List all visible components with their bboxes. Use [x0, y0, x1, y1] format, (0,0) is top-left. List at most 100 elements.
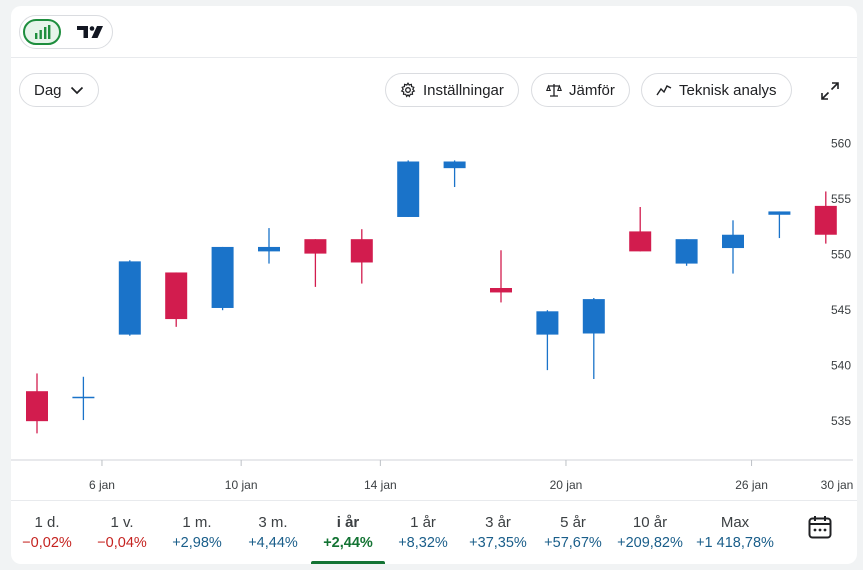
candle[interactable] [443, 160, 466, 188]
candle[interactable] [582, 297, 605, 379]
range-3-m[interactable]: 3 m. +4,44% [238, 501, 308, 564]
x-tick-label: 20 jan [550, 478, 583, 492]
bar-chart-mode-button[interactable] [23, 19, 61, 45]
candle[interactable] [768, 211, 791, 239]
candle-body [629, 231, 652, 252]
candle-body [582, 299, 605, 334]
range-1-år[interactable]: 1 år +8,32% [388, 501, 458, 564]
scale-icon [546, 82, 562, 98]
compare-label: Jämför [569, 81, 615, 99]
range-label: 10 år [632, 514, 668, 531]
range-Max[interactable]: Max +1 418,78% [689, 501, 781, 564]
technical-analysis-label: Teknisk analys [679, 81, 777, 99]
y-axis: 535 540 545 550 555 560 [831, 137, 851, 428]
period-dropdown[interactable]: Dag [19, 73, 99, 107]
candle[interactable] [490, 250, 512, 303]
x-axis: 6 jan 10 jan 14 jan 20 jan 26 jan 30 jan [11, 459, 854, 492]
candle-body [26, 391, 48, 422]
candle[interactable] [350, 229, 373, 284]
candle[interactable] [629, 206, 652, 252]
candle-body [72, 396, 95, 399]
x-tick-label: 6 jan [89, 478, 115, 492]
candle-body [443, 161, 466, 169]
period-label: Dag [34, 81, 62, 99]
x-tick-label: 26 jan [735, 478, 768, 492]
candle-body [814, 205, 837, 235]
range-label: i år [336, 514, 360, 531]
selected-underline [311, 561, 385, 564]
candle[interactable] [814, 191, 837, 244]
candle[interactable] [675, 239, 698, 266]
range-label: 1 m. [182, 514, 212, 531]
candle[interactable] [72, 376, 95, 421]
range-change: +2,98% [172, 535, 222, 551]
candle[interactable] [118, 260, 141, 336]
range-change: +37,35% [469, 535, 527, 551]
calendar-icon[interactable] [807, 514, 833, 540]
range-change: −0,04% [97, 535, 147, 551]
candle[interactable] [258, 228, 280, 264]
candle-body [350, 239, 373, 263]
candle-body [211, 246, 234, 308]
candle-body [536, 311, 559, 335]
gear-icon [400, 82, 416, 98]
candle-body [722, 234, 744, 249]
range-10-år[interactable]: 10 år +209,82% [610, 501, 690, 564]
candle[interactable] [397, 160, 420, 217]
candle-body [490, 288, 512, 293]
candle-body [397, 161, 420, 217]
tradingview-mode-button[interactable] [71, 19, 109, 45]
candle[interactable] [536, 310, 559, 371]
candle[interactable] [722, 220, 744, 274]
range-label: 1 år [410, 514, 436, 531]
range-3-år[interactable]: 3 år +37,35% [461, 501, 535, 564]
settings-button[interactable]: Inställningar [385, 73, 519, 107]
range-1-v[interactable]: 1 v. −0,04% [87, 501, 157, 564]
candle[interactable] [211, 246, 234, 311]
range-label: 1 d. [34, 514, 60, 531]
range-change: −0,02% [22, 535, 72, 551]
candle[interactable] [165, 272, 188, 327]
y-tick-label: 535 [831, 414, 851, 428]
y-tick-label: 540 [831, 359, 851, 373]
time-range-selector: 1 d. −0,02% 1 v. −0,04% 1 m. +2,98% 3 m. +4,44%… [11, 500, 857, 564]
bar-chart-icon [35, 25, 51, 39]
range-label: 1 v. [110, 514, 134, 531]
candle-body [675, 239, 698, 264]
candle-body [165, 272, 188, 320]
candle-body [118, 261, 141, 335]
y-tick-label: 560 [831, 137, 851, 151]
range-label: 3 m. [258, 514, 288, 531]
candle-body [258, 246, 280, 252]
chevron-down-icon [70, 86, 84, 95]
compare-button[interactable]: Jämför [531, 73, 630, 107]
range-change: +8,32% [398, 535, 448, 551]
y-tick-label: 545 [831, 303, 851, 317]
candlestick-chart: 535 540 545 550 555 560 6 jan 10 jan 14 jan 20 j… [11, 137, 854, 492]
technical-analysis-button[interactable]: Teknisk analys [641, 73, 792, 107]
candles [26, 160, 837, 434]
y-tick-label: 555 [831, 192, 851, 206]
range-1-m[interactable]: 1 m. +2,98% [162, 501, 232, 564]
range-change: +1 418,78% [696, 535, 774, 551]
stock-chart-card: Dag Inställningar Jämför Teknisk [11, 6, 857, 564]
range-label: Max [720, 514, 750, 531]
range-i-år[interactable]: i år +2,44% [311, 501, 385, 564]
range-change: +4,44% [248, 535, 298, 551]
range-change: +209,82% [617, 535, 683, 551]
range-1-d[interactable]: 1 d. −0,02% [12, 501, 82, 564]
range-change: +57,67% [544, 535, 602, 551]
candle[interactable] [304, 239, 327, 287]
range-5-år[interactable]: 5 år +57,67% [536, 501, 610, 564]
fullscreen-expand-icon[interactable] [819, 80, 841, 102]
x-tick-label: 14 jan [364, 478, 397, 492]
settings-label: Inställningar [423, 81, 504, 99]
trend-line-icon [656, 83, 672, 97]
candle-body [768, 211, 791, 215]
range-label: 3 år [485, 514, 511, 531]
x-tick-label: 30 jan [821, 478, 854, 492]
range-change: +2,44% [323, 535, 373, 551]
range-label: 5 år [560, 514, 586, 531]
candle[interactable] [26, 373, 48, 434]
chart-type-switch [19, 15, 113, 49]
